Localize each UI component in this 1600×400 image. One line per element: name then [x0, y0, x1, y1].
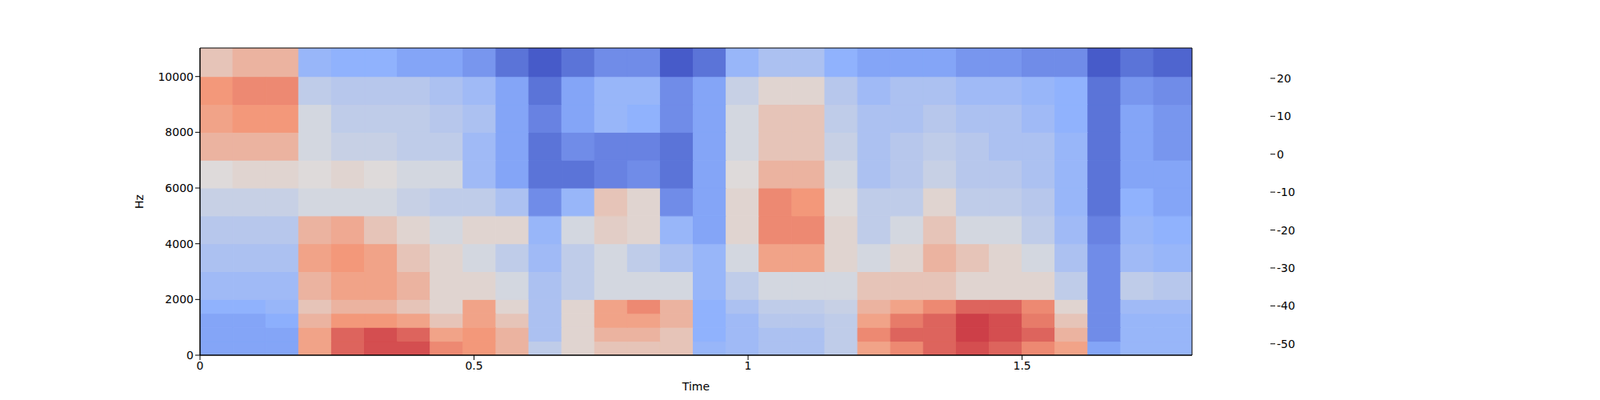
svg-text:2000: 2000 — [164, 292, 194, 306]
svg-text:-50: -50 — [1276, 337, 1296, 351]
svg-text:20: 20 — [1276, 72, 1292, 85]
svg-text:0: 0 — [196, 359, 204, 372]
svg-text:0: 0 — [1276, 148, 1284, 161]
svg-text:0: 0 — [186, 348, 194, 362]
svg-text:8000: 8000 — [164, 125, 194, 139]
svg-text:4000: 4000 — [164, 237, 194, 251]
svg-text:1.5: 1.5 — [1012, 359, 1031, 372]
svg-text:0.5: 0.5 — [464, 359, 483, 372]
svg-text:-10: -10 — [1276, 185, 1296, 199]
svg-text:-40: -40 — [1276, 299, 1296, 312]
svg-text:Hz: Hz — [132, 194, 146, 209]
svg-text:1: 1 — [744, 359, 752, 372]
svg-text:10: 10 — [1276, 109, 1292, 123]
svg-text:6000: 6000 — [164, 181, 194, 195]
svg-text:10000: 10000 — [157, 70, 194, 84]
svg-text:-30: -30 — [1276, 261, 1296, 275]
svg-text:-20: -20 — [1276, 224, 1296, 237]
svg-text:Time: Time — [681, 380, 710, 393]
